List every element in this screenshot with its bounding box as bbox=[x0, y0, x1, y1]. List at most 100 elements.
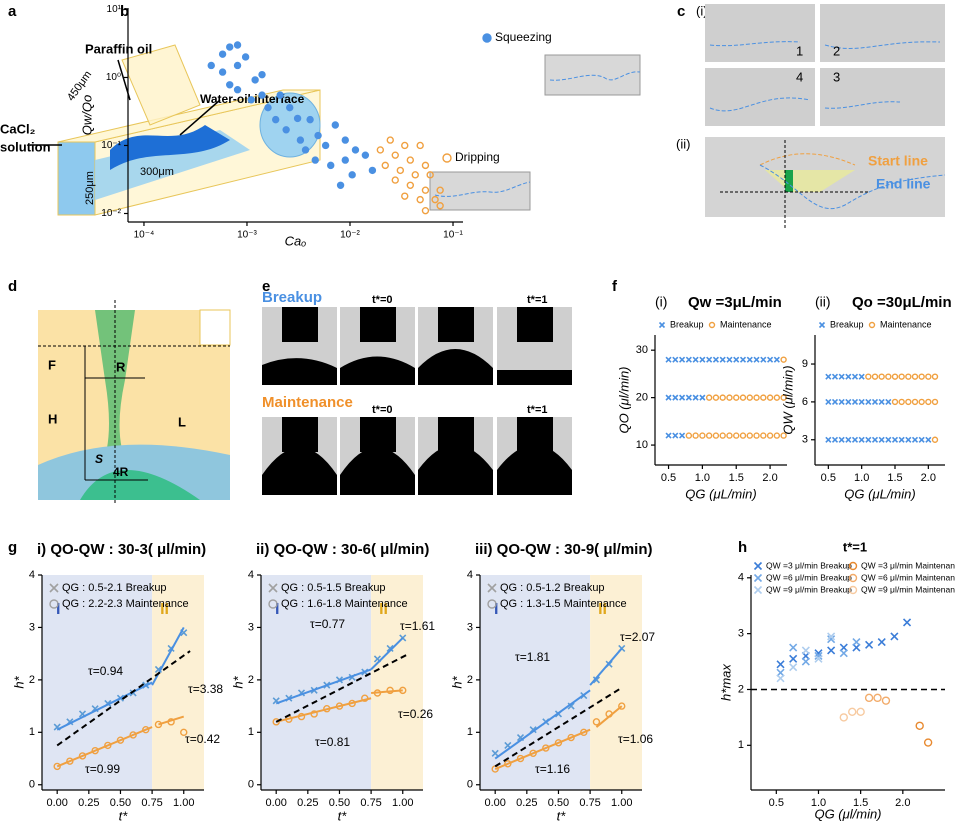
point bbox=[767, 356, 774, 363]
legend-label: Breakup bbox=[670, 319, 704, 329]
point bbox=[898, 436, 905, 443]
point bbox=[891, 398, 899, 406]
point bbox=[851, 373, 859, 380]
point bbox=[865, 640, 874, 649]
x-tick-label: 1.0 bbox=[695, 472, 710, 484]
point bbox=[692, 394, 699, 401]
point bbox=[839, 649, 848, 658]
annotation: S bbox=[95, 452, 103, 466]
legend-marker bbox=[442, 153, 452, 163]
point bbox=[91, 746, 99, 755]
point bbox=[773, 394, 781, 401]
point bbox=[293, 114, 302, 123]
neck-illustration bbox=[38, 300, 231, 505]
x-tick-label: 10⁻² bbox=[340, 230, 360, 241]
point bbox=[845, 398, 852, 405]
point bbox=[766, 432, 774, 439]
point bbox=[776, 660, 785, 669]
point bbox=[341, 136, 349, 144]
legend-label: Breakup bbox=[830, 319, 864, 329]
legend-marker bbox=[868, 321, 876, 329]
point bbox=[885, 373, 892, 380]
point bbox=[825, 373, 832, 380]
y-tick-label: 2 bbox=[248, 674, 254, 686]
point bbox=[838, 398, 845, 405]
point bbox=[814, 651, 823, 661]
point bbox=[665, 432, 672, 439]
x-axis-label: QG (μl/min) bbox=[814, 806, 881, 821]
point bbox=[873, 693, 882, 703]
point bbox=[871, 373, 879, 380]
x-tick-label: 0.5 bbox=[769, 797, 784, 809]
annotation: τ=1.16 bbox=[535, 762, 570, 776]
x-tick-label: 0.00 bbox=[484, 797, 505, 809]
legend-label: Dripping bbox=[455, 150, 500, 164]
y-tick-label: 3 bbox=[248, 621, 254, 633]
point bbox=[233, 61, 242, 70]
point bbox=[789, 663, 798, 672]
sub-label: (ii) bbox=[676, 136, 690, 151]
plot-title: ii) QO-QW : 30-6( μl/min) bbox=[256, 541, 429, 558]
point bbox=[831, 436, 839, 443]
x-tick-label: 10⁻³ bbox=[237, 230, 257, 241]
point bbox=[258, 70, 266, 79]
point bbox=[264, 103, 272, 112]
point bbox=[773, 356, 780, 363]
annotation: τ=1.06 bbox=[618, 732, 653, 746]
panel-label: c bbox=[677, 3, 685, 20]
point bbox=[361, 151, 370, 159]
point bbox=[226, 81, 234, 89]
annotation: τ=0.99 bbox=[85, 762, 120, 776]
point bbox=[746, 394, 753, 401]
annotation: R bbox=[116, 359, 126, 374]
point bbox=[852, 637, 861, 647]
region-label: II bbox=[598, 601, 607, 618]
point bbox=[733, 432, 740, 439]
sub-label: (ii) bbox=[815, 294, 831, 310]
point bbox=[336, 181, 345, 189]
channel-illustration bbox=[30, 44, 321, 216]
point bbox=[719, 356, 726, 363]
region-label: II bbox=[379, 601, 388, 618]
legend-marker bbox=[708, 321, 716, 329]
region bbox=[371, 575, 423, 790]
y-tick-label: 3 bbox=[738, 628, 744, 640]
region-label: I bbox=[275, 601, 279, 618]
point bbox=[421, 161, 430, 170]
point bbox=[368, 166, 377, 175]
point bbox=[421, 206, 430, 215]
point bbox=[776, 674, 785, 683]
point bbox=[831, 398, 839, 405]
point bbox=[753, 394, 760, 401]
point bbox=[282, 126, 290, 134]
fit-line bbox=[56, 650, 191, 747]
legend-label: QG : 2.2-2.3 Maintenance bbox=[62, 598, 189, 610]
y-tick-label: 10¹ bbox=[107, 4, 122, 15]
y-tick-label: 2 bbox=[738, 683, 744, 695]
point bbox=[898, 373, 905, 380]
annotation: τ=0.26 bbox=[398, 707, 433, 721]
point bbox=[931, 436, 939, 443]
point bbox=[825, 436, 832, 443]
point bbox=[341, 156, 349, 164]
y-tick-label: 30 bbox=[636, 344, 648, 356]
annotation: Start line bbox=[868, 153, 928, 169]
point bbox=[851, 436, 859, 443]
legend-marker bbox=[482, 33, 492, 43]
fit-line bbox=[56, 681, 153, 731]
point bbox=[406, 181, 415, 189]
point bbox=[905, 398, 912, 406]
point bbox=[314, 131, 322, 140]
annotation: τ=1.81 bbox=[515, 650, 550, 664]
point bbox=[905, 436, 912, 443]
point bbox=[436, 202, 444, 210]
point bbox=[554, 739, 563, 747]
point bbox=[890, 632, 899, 641]
fit-line bbox=[494, 689, 591, 760]
point bbox=[416, 141, 424, 150]
point bbox=[753, 432, 760, 439]
x-axis-label: QG (μL/min) bbox=[685, 486, 756, 501]
x-tick-label: 10⁻⁴ bbox=[134, 230, 155, 241]
region bbox=[152, 575, 204, 790]
point bbox=[773, 432, 781, 439]
